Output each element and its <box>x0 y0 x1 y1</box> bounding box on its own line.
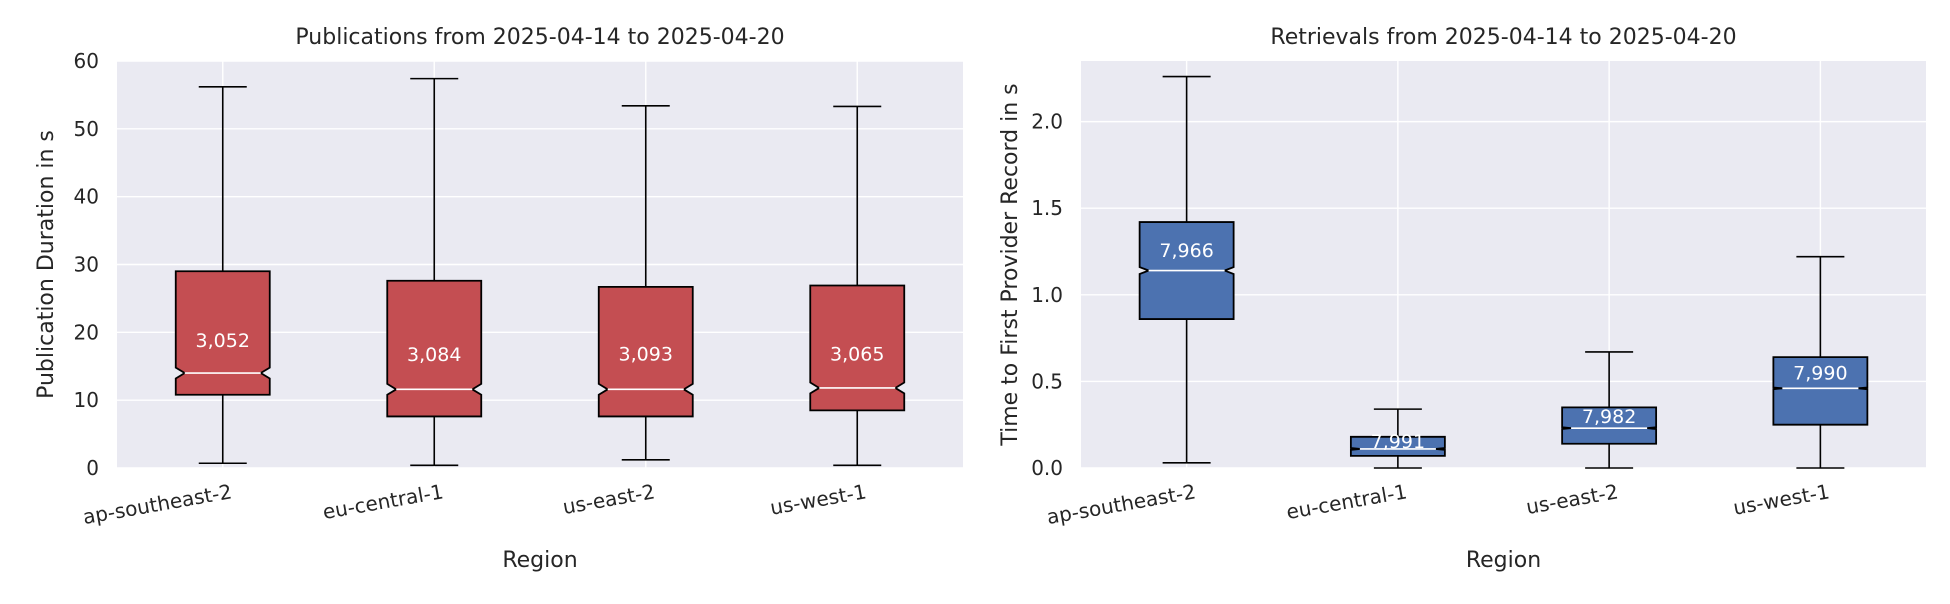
y-tick-label: 30 <box>74 253 99 277</box>
y-axis-label: Publication Duration in s <box>34 130 59 399</box>
y-tick-label: 40 <box>74 185 99 209</box>
x-tick-labels: ap-southeast-2 eu-central-1 us-east-2 us-we… <box>1045 479 1831 529</box>
box-body <box>1772 356 1869 426</box>
x-axis-label: Region <box>502 548 577 573</box>
chart-title: Retrievals from 2025-04-14 to 2025-04-20 <box>1270 25 1736 50</box>
x-tick-label: eu-central-1 <box>321 479 445 524</box>
y-tick-label: 50 <box>74 117 99 141</box>
count-label: 3,084 <box>407 344 461 366</box>
count-label: 7,982 <box>1582 406 1636 428</box>
y-tick-label: 0.5 <box>1031 369 1063 393</box>
box-body <box>1561 406 1658 445</box>
count-label: 7,966 <box>1159 240 1213 262</box>
y-axis-label: Time to First Provider Record in s <box>998 83 1023 446</box>
y-tick-label: 10 <box>74 388 99 412</box>
x-tick-label: us-west-1 <box>768 479 868 520</box>
x-axis-label: Region <box>1466 548 1541 573</box>
y-tick-label: 0.0 <box>1031 456 1063 480</box>
y-tick-label: 0 <box>86 456 99 480</box>
x-tick-label: ap-southeast-2 <box>81 479 234 529</box>
boxes: 7,966 7,991 7,982 7,990 <box>1138 75 1869 469</box>
x-tick-label: us-east-2 <box>1524 479 1620 519</box>
count-label: 3,065 <box>830 343 884 365</box>
x-tick-label: us-east-2 <box>561 479 657 519</box>
count-label: 3,052 <box>196 330 250 352</box>
box-body <box>174 270 271 396</box>
box-us-west-1: 3,065 <box>809 105 906 467</box>
retrievals-chart: 7,966 7,991 7,982 7,990 0.0 0.5 1.0 1.5 2.0 ap-… <box>998 25 1926 573</box>
y-tick-label: 2.0 <box>1031 110 1063 134</box>
x-tick-label: us-west-1 <box>1731 479 1831 520</box>
boxes: 3,052 3,084 3,093 3,065 <box>174 77 906 467</box>
box-eu-central-1: 3,084 <box>386 77 483 467</box>
box-ap-southeast-2: 3,052 <box>174 85 271 465</box>
box-us-west-1: 7,990 <box>1772 255 1869 469</box>
count-label: 7,990 <box>1793 363 1847 385</box>
y-tick-label: 60 <box>74 49 99 73</box>
y-tick-label: 20 <box>74 320 99 344</box>
box-us-east-2: 3,093 <box>597 104 694 461</box>
box-body <box>1349 435 1446 457</box>
x-tick-label: ap-southeast-2 <box>1045 479 1198 529</box>
box-body <box>809 284 906 412</box>
box-us-east-2: 7,982 <box>1561 351 1658 469</box>
box-eu-central-1: 7,991 <box>1349 408 1446 469</box>
box-ap-southeast-2: 7,966 <box>1138 75 1235 464</box>
y-tick-labels: 0 10 20 30 40 50 60 <box>74 49 99 480</box>
y-tick-labels: 0.0 0.5 1.0 1.5 2.0 <box>1031 110 1063 480</box>
chart-title: Publications from 2025-04-14 to 2025-04-… <box>295 25 784 50</box>
y-tick-label: 1.5 <box>1031 196 1063 220</box>
y-tick-label: 1.0 <box>1031 283 1063 307</box>
count-label: 7,991 <box>1371 431 1425 453</box>
x-tick-label: eu-central-1 <box>1284 479 1408 524</box>
box-body <box>386 279 483 418</box>
count-label: 3,093 <box>619 343 673 365</box>
box-body <box>597 285 694 418</box>
publications-chart: 3,052 3,084 3,093 3,065 0 10 20 30 40 50 60 ap-so… <box>34 25 963 573</box>
x-tick-labels: ap-southeast-2 eu-central-1 us-east-2 us-we… <box>81 479 868 529</box>
